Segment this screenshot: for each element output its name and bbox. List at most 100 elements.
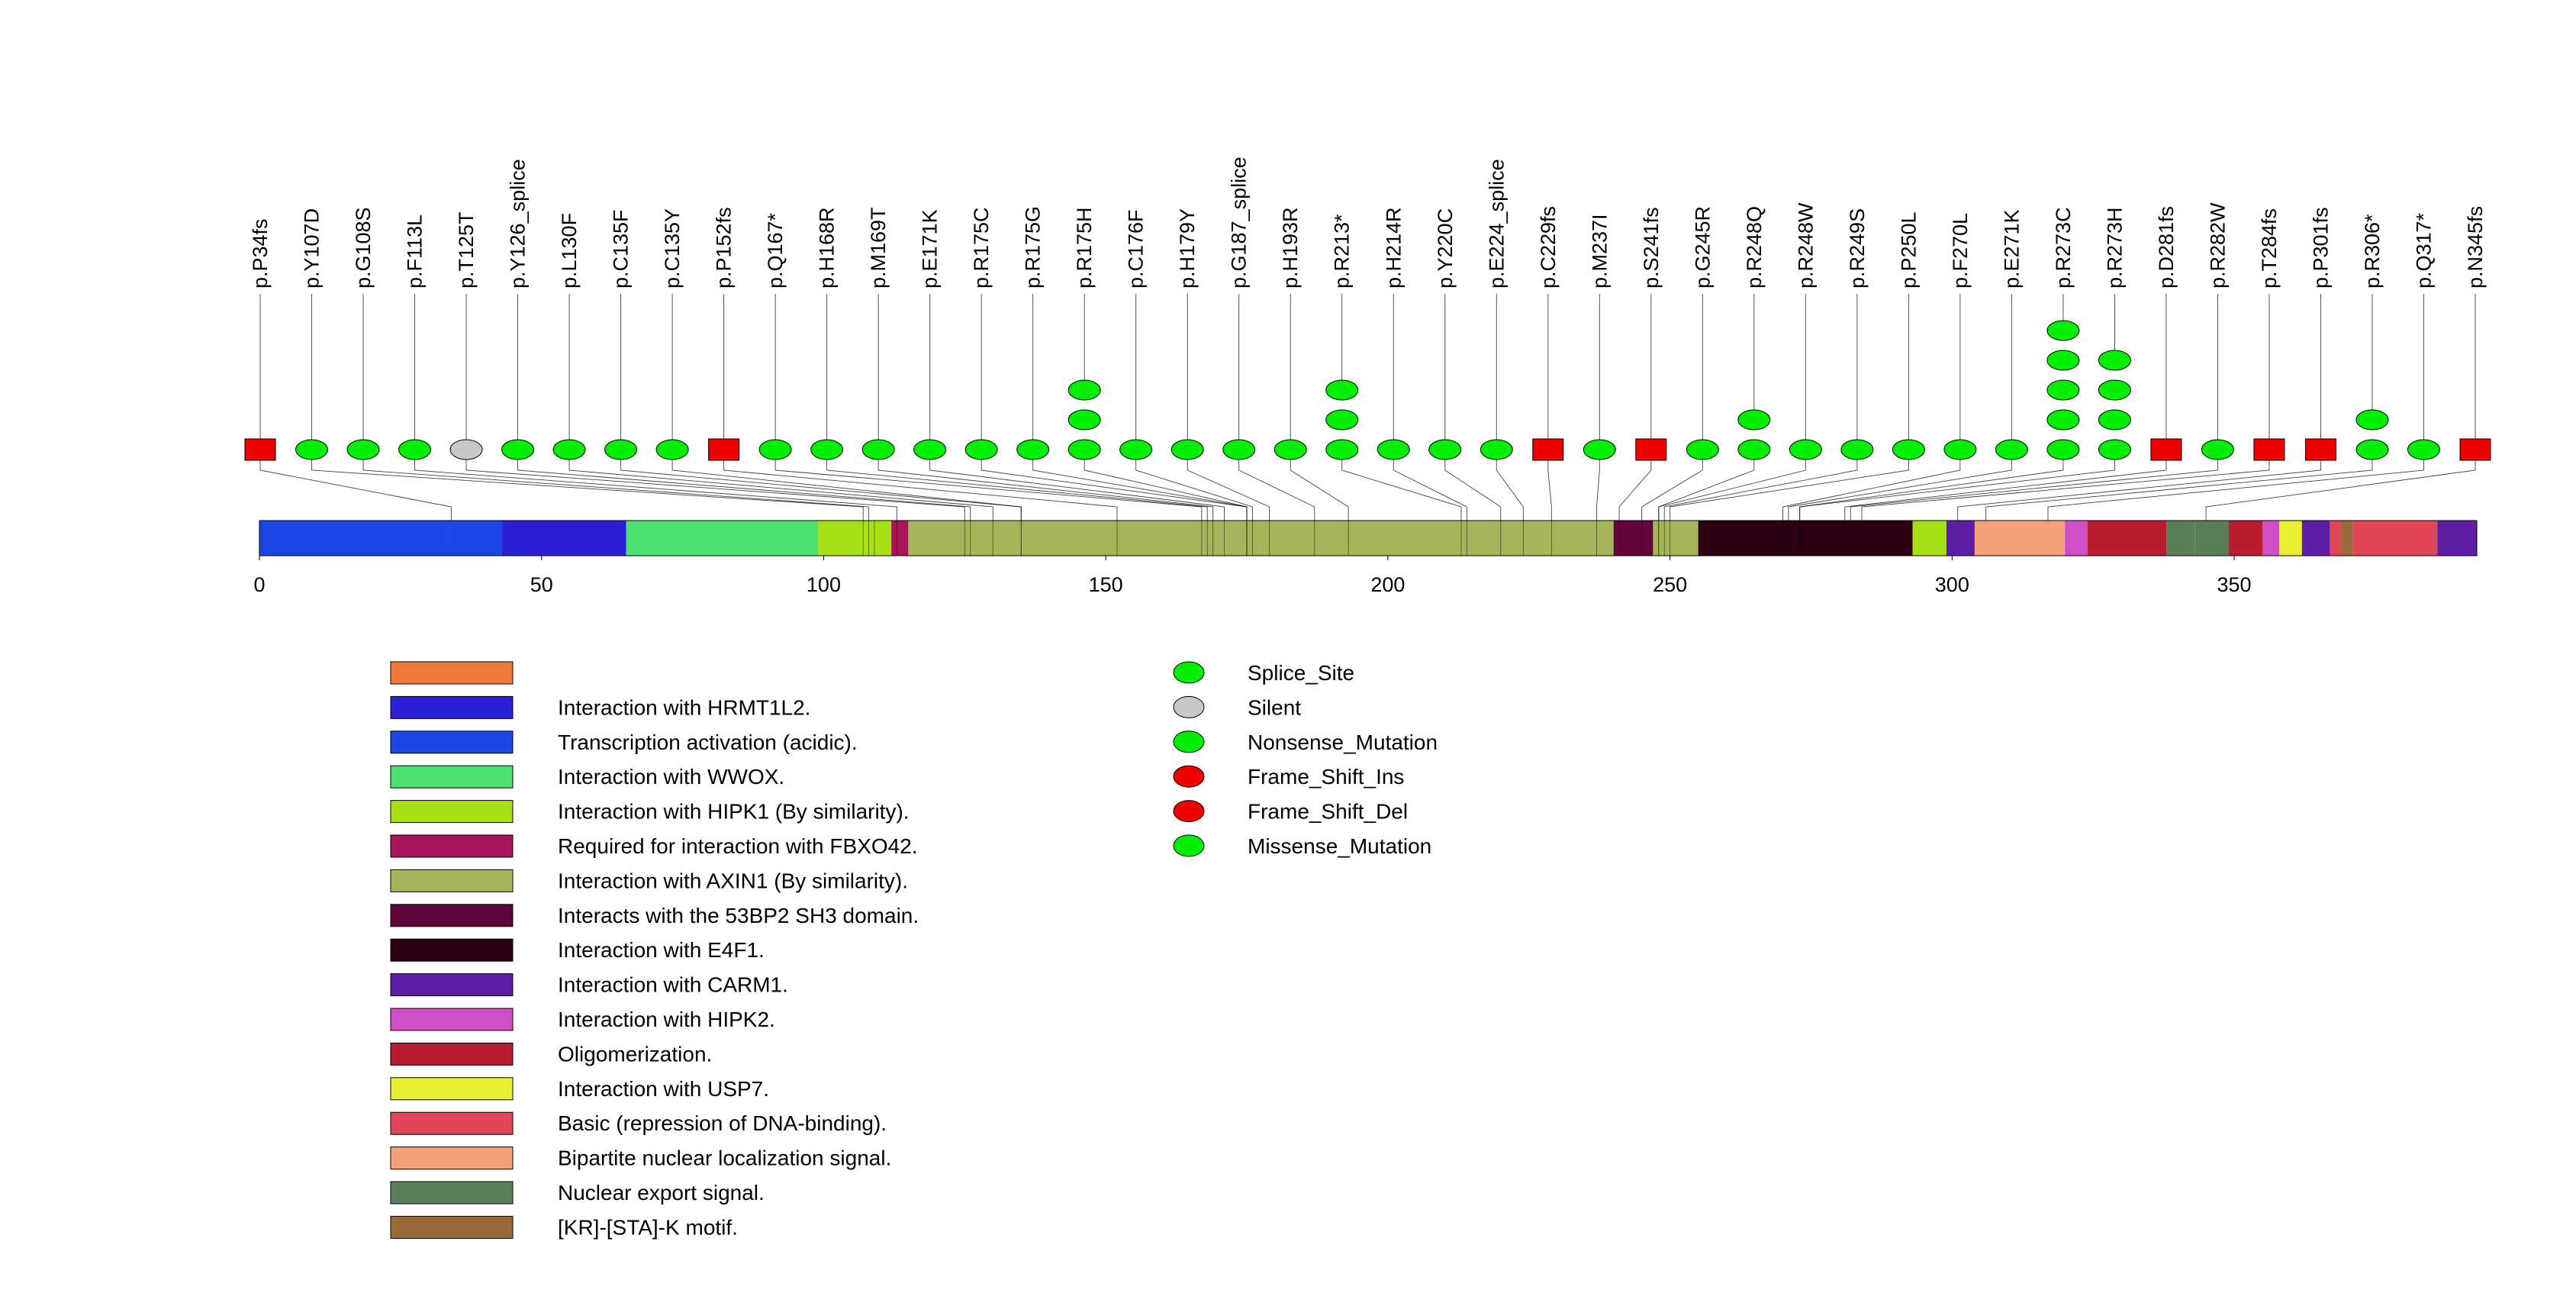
domain-segment-23 xyxy=(2352,521,2438,556)
mutation-legend-marker-silent xyxy=(1173,695,1205,718)
domain-segment-16 xyxy=(2194,521,2229,556)
marker-p-r175c-0 xyxy=(964,439,998,460)
connector-p-m169t xyxy=(877,460,1214,521)
mutation-legend-marker-frame-shift-ins xyxy=(1173,765,1205,788)
connector-p-t284fs xyxy=(1861,460,2270,521)
mutation-label-p-r175h: p.R175H xyxy=(1073,207,1096,289)
connector-p-e171k xyxy=(929,460,1225,521)
domain-legend-swatch-1 xyxy=(390,695,514,719)
marker-p-r273h-2 xyxy=(2098,379,2131,401)
marker-p-h179y-0 xyxy=(1170,439,1204,460)
mutation-legend-marker-frame-shift-del xyxy=(1173,800,1205,823)
marker-p-h214r-0 xyxy=(1377,439,1410,460)
mutation-label-p-t284fs: p.T284fs xyxy=(2258,208,2281,289)
x-axis: 0 50 100 150 200 250 300 350 xyxy=(253,556,2252,596)
marker-p-f270l-0 xyxy=(1943,439,1977,460)
connector-p-p250l xyxy=(1670,460,1909,521)
domain-segment-1 xyxy=(446,521,502,556)
axis-tick-label-300: 300 xyxy=(1935,573,1969,596)
connector-p-n345fs xyxy=(2205,460,2476,521)
mutation-label-p-t125t: p.T125T xyxy=(455,211,478,289)
mutation-label-p-d281fs: p.D281fs xyxy=(2155,206,2178,289)
connector-p-r273c xyxy=(1799,460,2064,521)
mutation-label-p-g187-splice: p.G187_splice xyxy=(1228,156,1251,289)
domain-legend-swatch-5 xyxy=(390,834,514,858)
domain-legend-swatch-9 xyxy=(390,973,514,997)
domain-legend-swatch-0 xyxy=(390,661,514,685)
connector-p-l130f xyxy=(568,460,993,521)
mutation-label-p-e224-splice: p.E224_splice xyxy=(1485,159,1508,289)
mutation-label-p-y126-splice: p.Y126_splice xyxy=(507,159,530,289)
connector-p-c176f xyxy=(1135,460,1253,521)
mutation-label-p-n345fs: p.N345fs xyxy=(2464,206,2487,289)
mutation-legend-label-nonsense-mutation: Nonsense_Mutation xyxy=(1248,730,1438,754)
domain-legend-label-12: Interaction with USP7. xyxy=(558,1077,769,1101)
lollipop-stems xyxy=(259,294,2476,440)
connector-p-r175h xyxy=(1084,460,1248,521)
domain-segment-7 xyxy=(1613,521,1653,556)
mutation-label-p-c135f: p.C135F xyxy=(610,209,633,289)
marker-p-r248q-1 xyxy=(1737,409,1771,431)
connector-p-r273h xyxy=(1799,460,2115,521)
marker-p-p301fs-0 xyxy=(2304,438,2336,461)
marker-p-r273c-4 xyxy=(2046,320,2080,341)
marker-p-r273h-0 xyxy=(2098,439,2131,460)
marker-p-r175g-0 xyxy=(1016,439,1050,460)
domain-legend-label-10: Interaction with HIPK2. xyxy=(558,1008,775,1031)
marker-p-g108s-0 xyxy=(346,439,380,460)
axis-tick-label-0: 0 xyxy=(253,573,265,596)
domain-legend-label-15: Nuclear export signal. xyxy=(558,1181,765,1205)
domain-segment-3 xyxy=(626,521,819,556)
connector-p-e224-splice xyxy=(1496,460,1524,521)
marker-p-p34fs-0 xyxy=(244,438,276,461)
domain-segment-5 xyxy=(891,521,909,556)
connector-p-m237i xyxy=(1596,460,1600,521)
marker-p-f113l-0 xyxy=(398,439,432,460)
marker-p-l130f-0 xyxy=(552,439,586,460)
mutation-label-p-p34fs: p.P34fs xyxy=(249,218,272,289)
connector-p-f113l xyxy=(414,460,898,521)
marker-p-c135y-0 xyxy=(655,439,689,460)
domain-segment-18 xyxy=(2262,521,2280,556)
domain-legend-swatch-16 xyxy=(390,1215,514,1239)
marker-p-m169t-0 xyxy=(861,439,895,460)
connector-p-h168r xyxy=(826,460,1208,521)
mutation-type-legend: Splice_Site Silent Nonsense_Mutation Frame_… xyxy=(1173,661,1438,858)
mutation-legend-marker-missense-mutation xyxy=(1173,834,1205,857)
mutation-legend-label-splice-site: Splice_Site xyxy=(1248,661,1354,685)
marker-p-r175h-0 xyxy=(1067,439,1101,460)
domain-segment-2 xyxy=(501,521,626,556)
mutation-label-p-r248w: p.R248W xyxy=(1794,202,1817,289)
domain-legend-swatch-4 xyxy=(390,800,514,824)
marker-p-e171k-0 xyxy=(913,439,947,460)
marker-p-r249s-0 xyxy=(1840,439,1874,460)
connector-p-s241fs xyxy=(1618,460,1652,521)
mutation-label-p-r306: p.R306* xyxy=(2361,214,2384,289)
mutation-label-p-y220c: p.Y220C xyxy=(1434,208,1457,289)
marker-p-t125t-0 xyxy=(449,439,483,460)
mutation-label-p-f270l: p.F270L xyxy=(1949,213,1972,289)
domain-legend-swatch-3 xyxy=(390,765,514,789)
marker-p-r306-1 xyxy=(2355,409,2389,431)
mutation-label-p-h214r: p.H214R xyxy=(1382,207,1405,289)
domain-legend-swatch-10 xyxy=(390,1008,514,1031)
connector-p-r306 xyxy=(1985,460,2373,521)
domain-legend-swatch-12 xyxy=(390,1077,514,1101)
connector-p-r249s xyxy=(1663,460,1858,521)
mutation-label-p-r213: p.R213* xyxy=(1331,214,1354,289)
mutation-label-p-p152fs: p.P152fs xyxy=(713,207,736,289)
marker-p-d281fs-0 xyxy=(2150,438,2182,461)
protein-domain-bar xyxy=(259,520,2478,556)
domain-segment-11 xyxy=(1946,521,1975,556)
connector-p-c135y xyxy=(671,460,1022,521)
mutation-labels: p.P34fs p.Y107D p.G108S p.F113L p.T125T p.Y12… xyxy=(249,156,2487,289)
mutation-label-p-e271k: p.E271K xyxy=(2000,209,2023,289)
mutation-label-p-m237i: p.M237I xyxy=(1588,214,1611,289)
domain-legend-swatch-13 xyxy=(390,1111,514,1135)
marker-p-r213-1 xyxy=(1325,409,1359,431)
connector-p-p34fs xyxy=(259,460,452,521)
domain-segment-20 xyxy=(2301,521,2330,556)
marker-p-r273h-3 xyxy=(2098,350,2131,371)
mutation-label-p-r249s: p.R249S xyxy=(1846,208,1869,289)
mutation-label-p-r282w: p.R282W xyxy=(2206,202,2229,289)
